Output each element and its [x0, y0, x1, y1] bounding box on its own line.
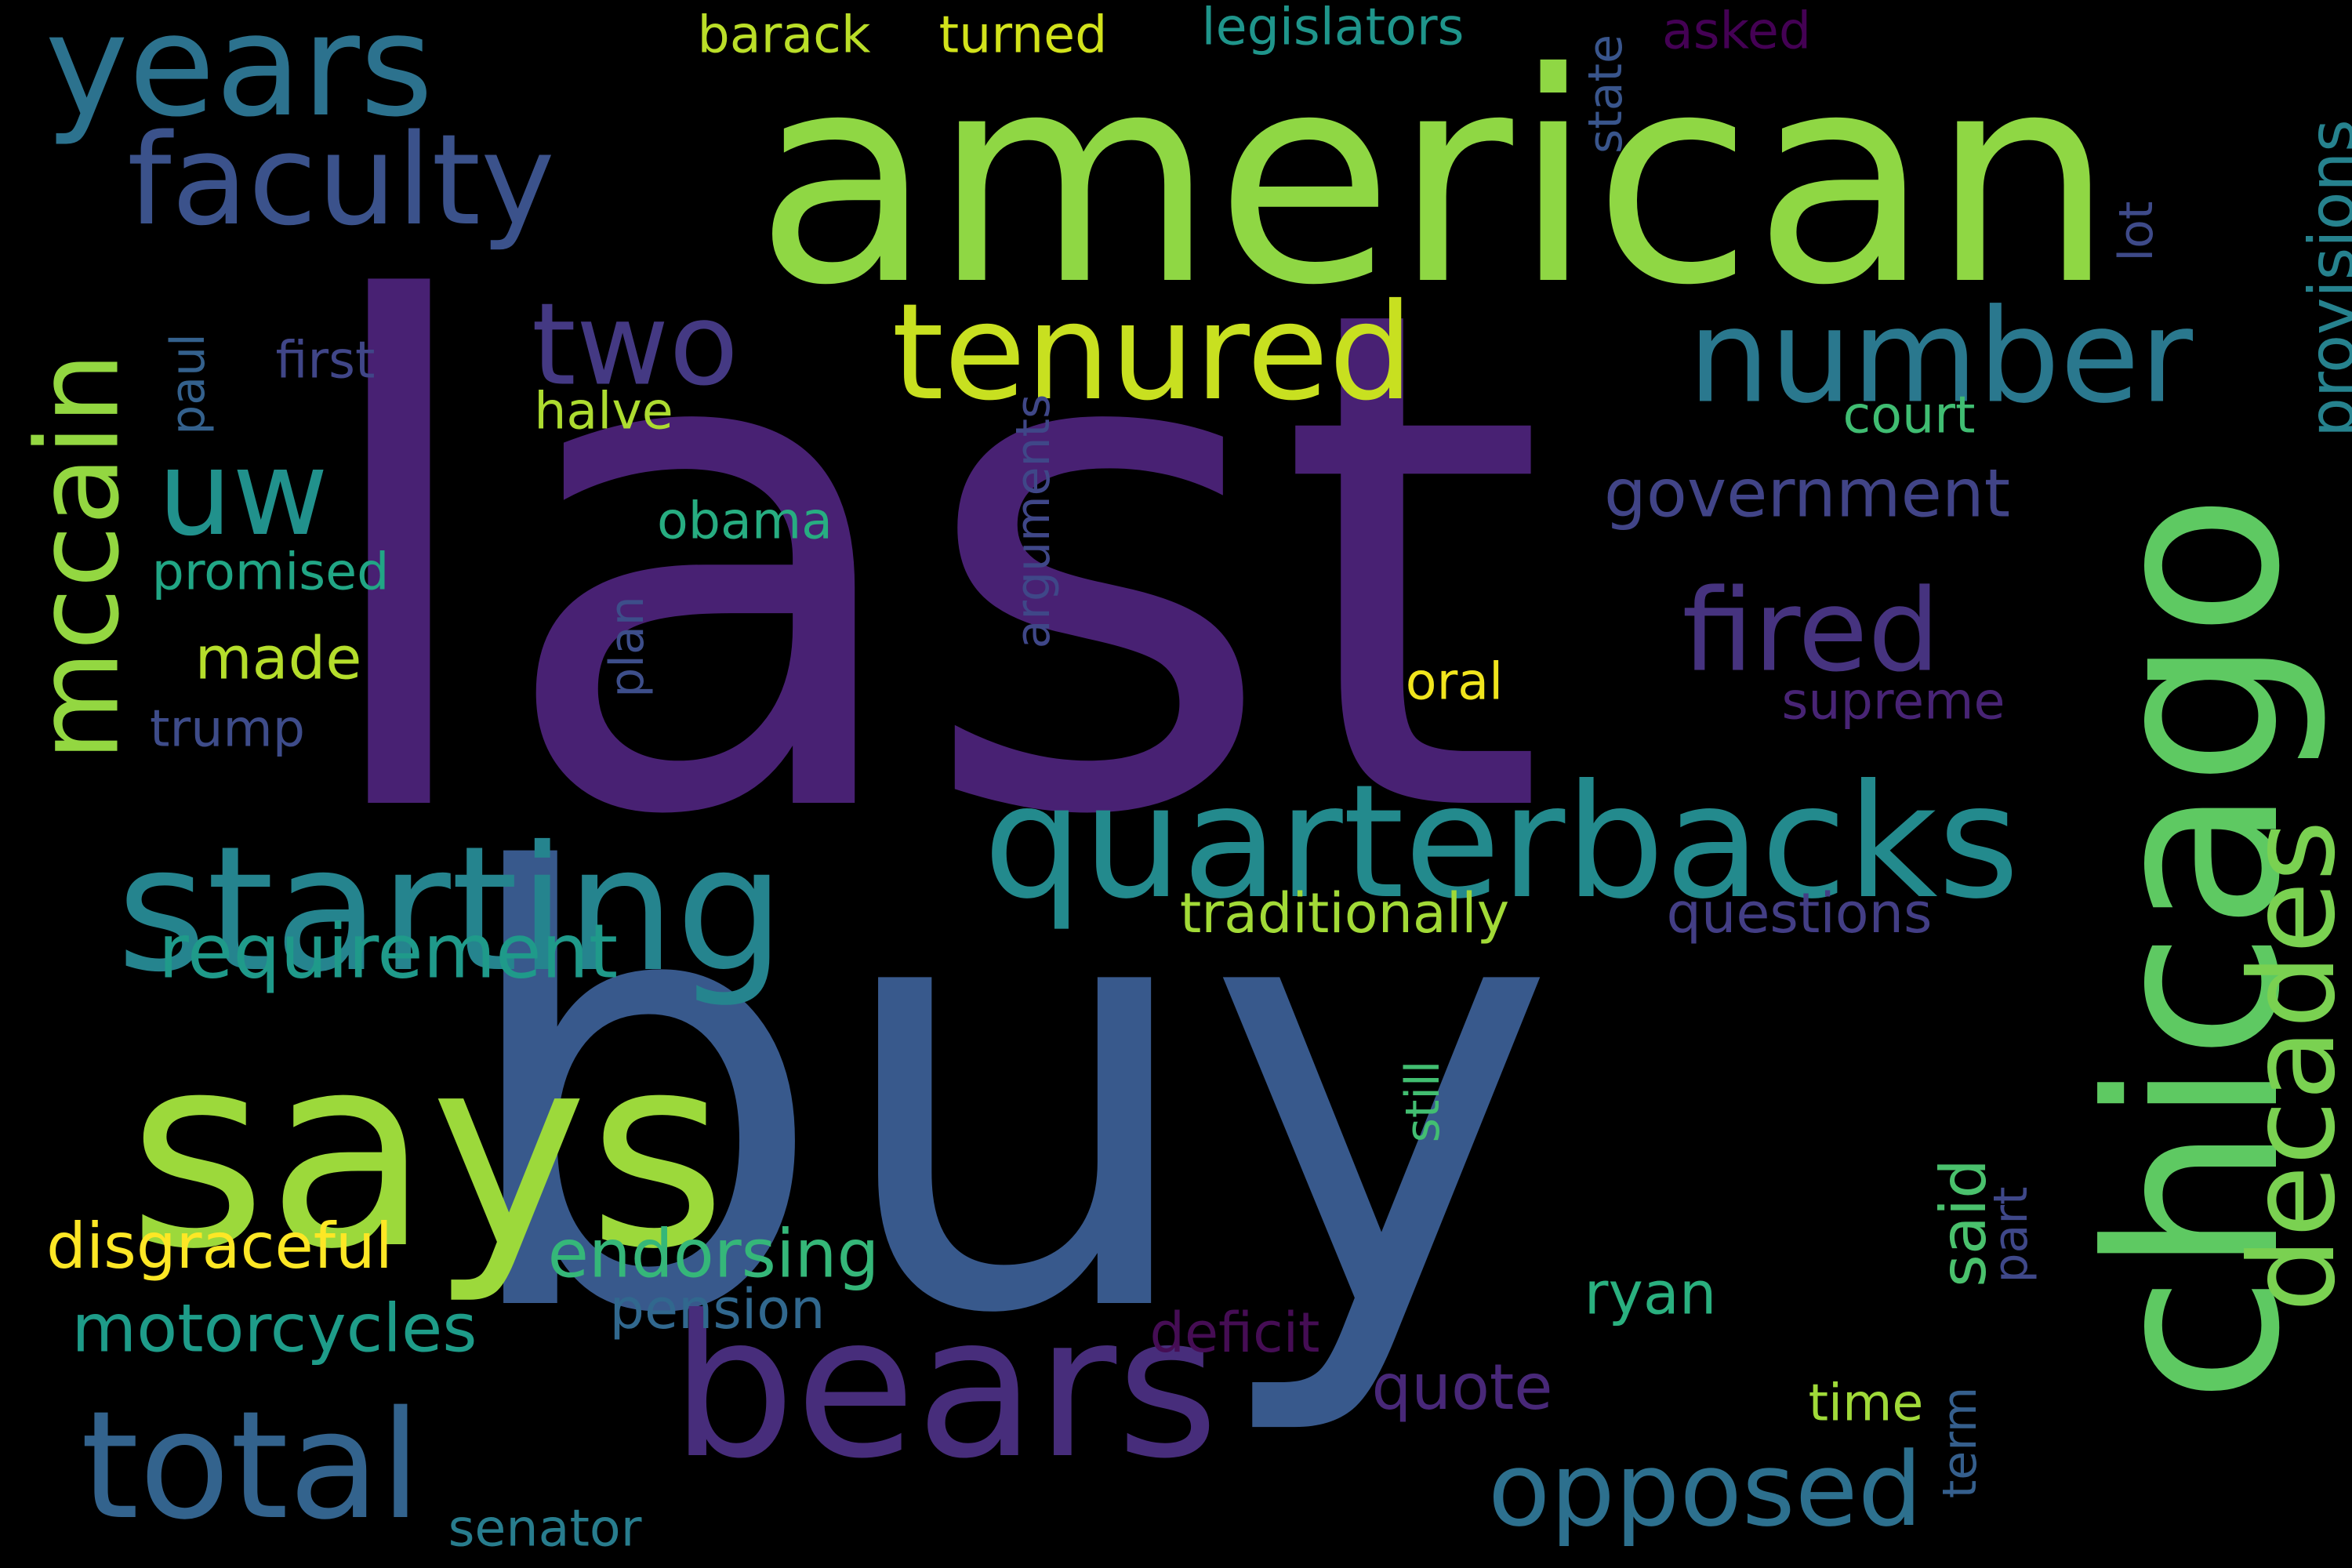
word-quote: quote — [1371, 1351, 1553, 1424]
word-two: two — [531, 278, 739, 412]
word-asked: asked — [1661, 2, 1812, 61]
word-opposed: opposed — [1487, 1430, 1923, 1549]
word-faculty: faculty — [127, 107, 555, 253]
word-traditionally: traditionally — [1179, 881, 1510, 946]
word-first: first — [275, 331, 376, 390]
word-bears: bears — [670, 1273, 1219, 1501]
word-arguments: arguments — [1006, 394, 1061, 649]
word-supreme: supreme — [1781, 672, 2005, 731]
word-paul: paul — [161, 333, 216, 435]
word-turned: turned — [938, 5, 1108, 65]
word-barack: barack — [697, 5, 871, 65]
word-fired: fired — [1682, 564, 1940, 698]
word-court: court — [1842, 386, 1976, 445]
word-deficit: deficit — [1149, 1301, 1320, 1365]
word-part: part — [1984, 1186, 2038, 1283]
word-lot: lot — [2109, 201, 2164, 262]
word-disgraceful: disgraceful — [46, 1210, 393, 1283]
word-halve: halve — [534, 382, 673, 441]
word-obama: obama — [656, 492, 833, 551]
word-government: government — [1603, 455, 2011, 533]
word-buy: buy — [449, 751, 1558, 1444]
word-time: time — [1808, 1374, 1924, 1433]
word-oral: oral — [1405, 652, 1504, 712]
word-motorcycles: motorcycles — [71, 1290, 477, 1368]
word-requirement: requirement — [158, 909, 619, 996]
word-plan: plan — [600, 596, 655, 698]
word-last: last — [303, 162, 1548, 966]
word-american: american — [754, 12, 2115, 349]
word-trump: trump — [150, 699, 305, 759]
word-quarterbacks: quarterbacks — [983, 751, 2020, 934]
word-mccain: mccain — [12, 352, 145, 761]
word-still: still — [1396, 1060, 1450, 1143]
word-number: number — [1688, 281, 2193, 432]
word-senator: senator — [448, 1499, 642, 1559]
word-total: total — [80, 1379, 422, 1552]
word-state: state — [1578, 34, 1633, 154]
word-pension: pension — [609, 1277, 826, 1341]
word-uw: uw — [158, 426, 328, 562]
word-term: term — [1933, 1386, 1987, 1499]
word-decades: decades — [2225, 820, 2352, 1312]
word-endorsing: endorsing — [547, 1215, 880, 1294]
word-says: says — [128, 997, 727, 1308]
word-years: years — [45, 0, 434, 148]
word-legislators: legislators — [1201, 0, 1465, 57]
word-made: made — [194, 623, 362, 693]
word-tenured: tenured — [891, 275, 1414, 430]
word-provisions: provisions — [2296, 119, 2352, 437]
word-questions: questions — [1666, 881, 1933, 946]
word-ryan: ryan — [1584, 1258, 1717, 1328]
word-promised: promised — [151, 543, 390, 602]
word-starting: starting — [116, 809, 786, 1010]
